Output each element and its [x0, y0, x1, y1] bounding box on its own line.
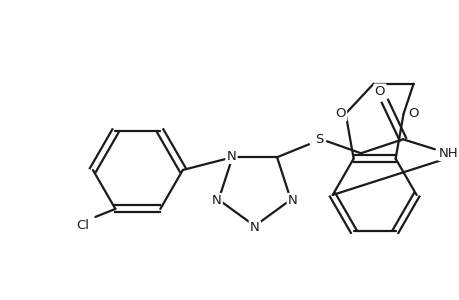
Text: N: N — [226, 150, 236, 163]
Text: O: O — [408, 107, 418, 120]
Text: O: O — [374, 85, 384, 98]
Text: N: N — [211, 194, 221, 207]
Text: Cl: Cl — [76, 219, 89, 232]
Text: N: N — [287, 194, 297, 207]
Text: NH: NH — [438, 147, 458, 160]
Text: S: S — [314, 133, 323, 146]
Text: N: N — [249, 221, 259, 234]
Text: O: O — [335, 107, 345, 120]
